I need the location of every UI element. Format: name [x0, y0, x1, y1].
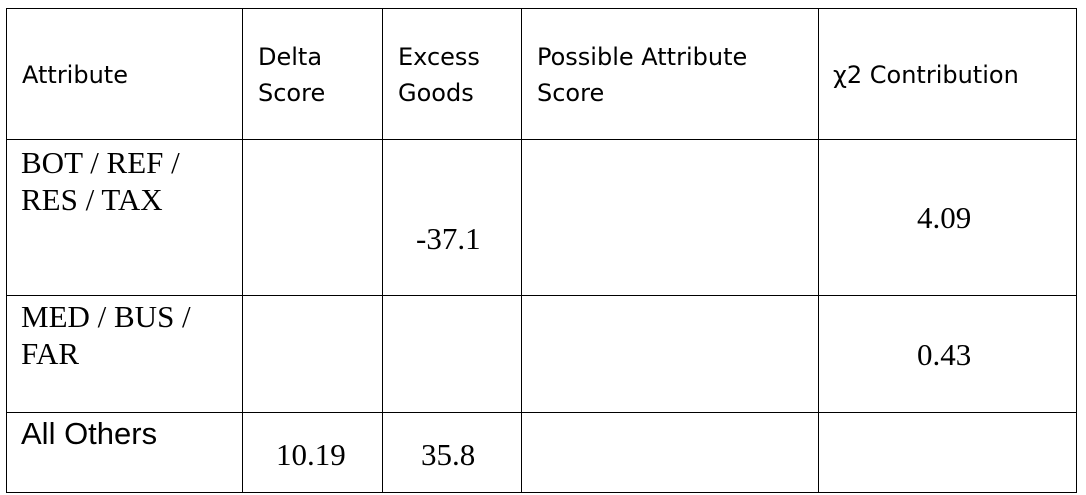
cell-delta-score: 10.19	[242, 412, 383, 493]
attribute-line2: RES / TAX	[21, 182, 163, 217]
cell-delta-score	[242, 139, 383, 296]
header-cell-chi2-contribution: χ2 Contribution	[818, 8, 1077, 140]
cell-excess-goods: 35.8	[382, 412, 522, 493]
header-cell-attribute: Attribute	[6, 8, 243, 140]
attribute-table: Attribute Delta Score Excess Goods Possi…	[6, 8, 1077, 493]
header-cell-delta-score: Delta Score	[242, 8, 383, 140]
header-delta-score-line2: Score	[258, 79, 326, 107]
table-row: BOT / REF / RES / TAX -37.1 4.09	[6, 139, 1077, 296]
cell-excess-goods	[382, 295, 522, 413]
attribute-line2: FAR	[21, 336, 80, 371]
cell-chi2-contribution: 0.43	[818, 295, 1077, 413]
header-row: Attribute Delta Score Excess Goods Possi…	[6, 8, 1077, 140]
cell-attribute: MED / BUS / FAR	[6, 295, 243, 413]
header-possible-attribute-score-line2: Score	[537, 79, 605, 107]
excess-goods-value: -37.1	[416, 221, 481, 256]
cell-possible-attribute-score	[521, 295, 819, 413]
cell-attribute: BOT / REF / RES / TAX	[6, 139, 243, 296]
cell-delta-score	[242, 295, 383, 413]
cell-chi2-contribution: 4.09	[818, 139, 1077, 296]
table-row: MED / BUS / FAR 0.43	[6, 295, 1077, 413]
cell-possible-attribute-score	[521, 412, 819, 493]
delta-score-value: 10.19	[276, 437, 346, 472]
header-cell-excess-goods: Excess Goods	[382, 8, 522, 140]
header-excess-goods-line2: Goods	[398, 79, 474, 107]
header-attribute: Attribute	[22, 61, 128, 89]
cell-attribute: All Others	[6, 412, 243, 493]
cell-chi2-contribution	[818, 412, 1077, 493]
table-row: All Others 10.19 35.8	[6, 412, 1077, 493]
cell-possible-attribute-score	[521, 139, 819, 296]
chi2-contribution-value: 0.43	[917, 337, 972, 372]
header-possible-attribute-score-line1: Possible Attribute	[537, 43, 748, 71]
header-excess-goods-line1: Excess	[398, 43, 480, 71]
attribute-line1: All Others	[21, 416, 158, 451]
header-chi2-contribution: χ2 Contribution	[833, 61, 1019, 89]
header-cell-possible-attribute-score: Possible Attribute Score	[521, 8, 819, 140]
attribute-line1: MED / BUS /	[21, 299, 191, 334]
cell-excess-goods: -37.1	[382, 139, 522, 296]
chi2-contribution-value: 4.09	[917, 200, 972, 235]
header-delta-score-line1: Delta	[258, 43, 323, 71]
attribute-line1: BOT / REF /	[21, 145, 180, 180]
excess-goods-value: 35.8	[421, 437, 476, 472]
